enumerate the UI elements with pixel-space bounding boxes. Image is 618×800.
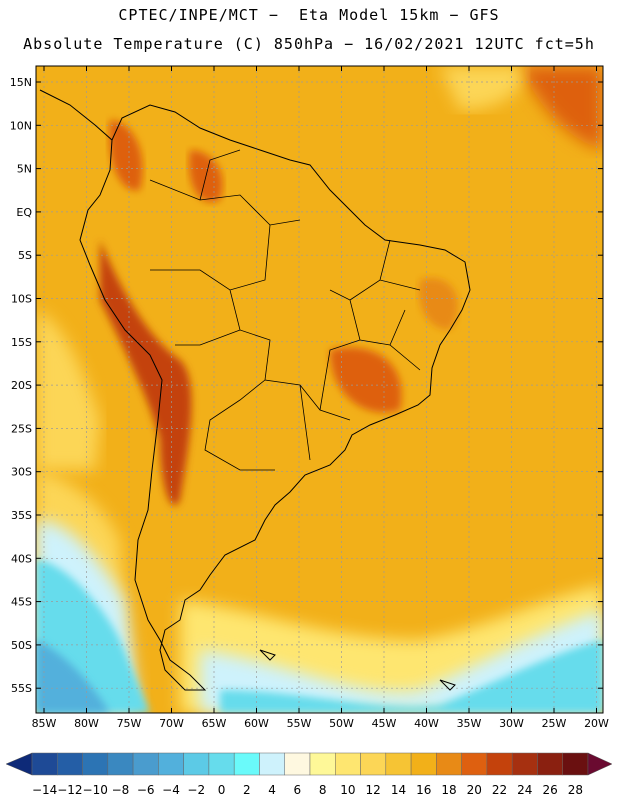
longitude-label: 40W [414,717,439,730]
colorbar-label: −14 [32,783,57,797]
colorbar-swatch [562,752,589,776]
longitude-label: 75W [117,717,142,730]
latitude-label: 10S [11,293,32,306]
coastline [39,89,471,691]
latitude-label: 30S [11,466,32,479]
colorbar-swatches [5,752,613,776]
latitude-label: 45S [11,596,32,609]
latitude-label: 5N [17,163,32,176]
colorbar-swatch [436,752,462,776]
colorbar-label: −12 [57,783,82,797]
colorbar-swatch [385,752,412,776]
colorbar-label: 26 [542,783,557,797]
colorbar-label: −8 [112,783,130,797]
colorbar-label: −4 [162,783,180,797]
colorbar-label: 8 [319,783,327,797]
latitude-label: 20S [11,379,32,392]
colorbar-label: 2 [243,783,251,797]
map-title-line1: CPTEC/INPE/MCT − Eta Model 15km − GFS [118,6,500,24]
longitude-ticks: 85W 80W 75W 70W 65W 60W 55W 50W 45W 40W 35W 30W 25W 2… [32,66,609,730]
latitude-label: 40S [11,552,32,565]
map-title-line2: Absolute Temperature (C) 850hPa − 16/02/… [23,35,595,53]
colorbar-swatch [57,752,83,776]
longitude-label: 85W [32,717,57,730]
longitude-label: 30W [499,717,524,730]
colorbar-labels: −14 −12 −10 −8 −6 −4 −2 0 2 4 6 8 10 12 14 16 18 20 22 24 26… [32,783,583,797]
country-borders [149,149,421,471]
longitude-label: 55W [287,717,312,730]
colorbar-label: 14 [391,783,406,797]
colorbar-swatch [335,752,361,776]
latitude-label: 10N [10,119,32,132]
latitude-label: 25S [11,422,32,435]
longitude-label: 45W [372,717,397,730]
colorbar-swatch [82,752,109,776]
longitude-label: 80W [74,717,99,730]
longitude-label: 20W [584,717,609,730]
colorbar-high-end [587,752,613,776]
colorbar-swatch [360,752,387,776]
latitude-label: 50S [11,639,32,652]
latitude-ticks: 15N 10N 5N EQ 5S 10S 15S 20S 25S 30S 35S 40S 45S 50S 5… [10,76,603,695]
colorbar-low-end [5,752,33,776]
colorbar-swatch [107,752,134,776]
latitude-label: 5S [18,249,32,262]
colorbar-label: 28 [568,783,583,797]
colorbar-swatch [208,752,235,776]
longitude-label: 70W [159,717,184,730]
colorbar-label: −6 [137,783,155,797]
colorbar-swatch [284,752,311,776]
latitude-label: 15S [11,336,32,349]
colorbar-label: 16 [416,783,431,797]
longitude-label: 50W [329,717,354,730]
colorbar-label: 20 [467,783,482,797]
colorbar-label: 12 [366,783,381,797]
colorbar-swatch [158,752,184,776]
latitude-label: 55S [11,682,32,695]
colorbar-swatch [259,752,285,776]
colorbar-label: −10 [83,783,108,797]
colorbar-swatch [309,752,336,776]
longitude-label: 35W [457,717,482,730]
colorbar-label: −2 [187,783,205,797]
temperature-map: 15N 10N 5N EQ 5S 10S 15S 20S 25S 30S 35S 40S 45S 50S 5… [10,65,609,730]
colorbar-swatch [132,752,159,776]
colorbar: −14 −12 −10 −8 −6 −4 −2 0 2 4 6 8 10 12 14 16 18 20 22 24 26… [5,752,613,797]
colorbar-label: 18 [441,783,456,797]
colorbar-label: 22 [492,783,507,797]
map-frame [35,65,604,714]
longitude-label: 65W [202,717,227,730]
colorbar-swatch [410,752,437,776]
colorbar-swatch [486,752,513,776]
temperature-field [36,66,603,713]
longitude-label: 60W [244,717,269,730]
colorbar-swatch [537,752,563,776]
colorbar-label: 10 [340,783,355,797]
latitude-label: EQ [16,206,32,219]
colorbar-label: 4 [268,783,276,797]
latitude-label: 35S [11,509,32,522]
colorbar-label: 24 [517,783,532,797]
colorbar-label: 0 [218,783,226,797]
colorbar-swatch [233,752,260,776]
longitude-label: 25W [542,717,567,730]
colorbar-label: 6 [294,783,302,797]
colorbar-swatch [511,752,538,776]
latitude-label: 15N [10,76,32,89]
colorbar-swatch [183,752,210,776]
colorbar-swatch [31,752,58,776]
colorbar-swatch [461,752,488,776]
island-coast [259,649,456,691]
